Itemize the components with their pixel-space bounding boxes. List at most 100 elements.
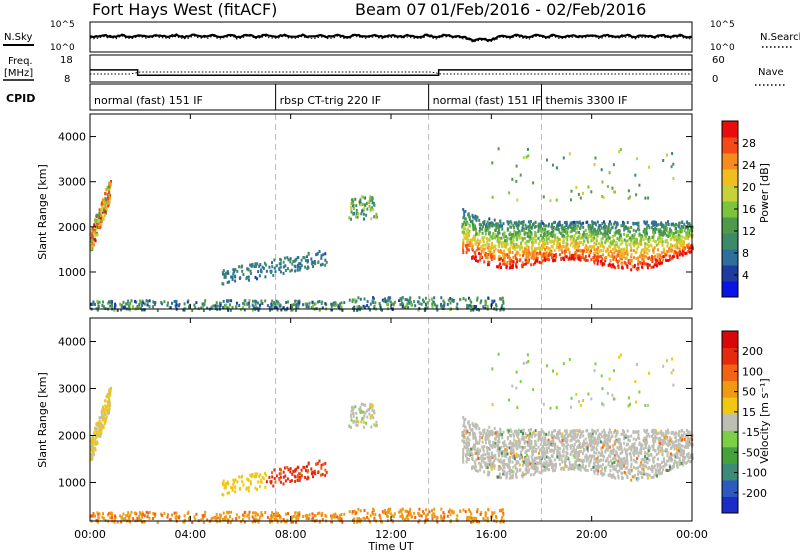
power-cell — [645, 226, 648, 230]
power-cell — [91, 244, 94, 248]
velocity-cell — [104, 413, 107, 417]
velocity-cell — [512, 441, 515, 445]
power-cell — [320, 302, 323, 306]
power-cell — [522, 220, 525, 224]
velocity-cell — [92, 452, 95, 456]
power-cell — [93, 232, 96, 236]
power-cell — [518, 236, 521, 240]
power-cell — [263, 261, 266, 265]
velocity-cell — [660, 461, 663, 464]
power-cell — [463, 236, 466, 240]
power-cell — [637, 259, 640, 263]
power-cell — [534, 256, 537, 260]
velocity-cell — [606, 448, 609, 452]
power-cell — [515, 164, 518, 168]
velocity-cell — [479, 462, 482, 466]
power-cell — [577, 235, 580, 239]
velocity-cell — [464, 425, 467, 429]
power-cell — [657, 258, 660, 262]
velocity-cell — [637, 429, 640, 433]
power-cell — [607, 222, 610, 226]
power-cell — [524, 231, 527, 235]
velocity-cell — [104, 399, 107, 403]
velocity-cell — [603, 455, 606, 459]
power-cell — [573, 220, 575, 224]
power-cell — [590, 190, 593, 194]
velocity-cell — [242, 483, 245, 487]
velocity-cell — [579, 435, 581, 439]
velocity-cell — [108, 392, 110, 396]
power-cell — [222, 269, 225, 273]
power-cell — [287, 258, 290, 262]
power-cell — [527, 248, 530, 252]
velocity-cell — [545, 450, 548, 454]
velocity-cell — [99, 434, 102, 438]
velocity-cell — [681, 429, 684, 433]
power-cell — [479, 240, 482, 244]
velocity-cell — [582, 442, 585, 446]
power-cell — [97, 304, 100, 308]
power-cell — [681, 229, 684, 233]
velocity-cell — [256, 472, 259, 476]
power-cell — [540, 220, 543, 223]
velocity-cell — [687, 459, 690, 463]
power-cell — [548, 235, 551, 238]
power-cell — [270, 271, 273, 274]
power-cell — [499, 297, 502, 301]
power-cell — [558, 248, 561, 252]
velocity-cell — [489, 460, 492, 464]
power-cell — [691, 234, 694, 238]
power-cell — [607, 235, 610, 239]
power-cell — [466, 227, 469, 231]
power-cell — [595, 237, 598, 241]
nave-series-line — [90, 71, 692, 75]
power-cell — [685, 220, 688, 224]
power-cell — [534, 254, 537, 258]
velocity-cell — [362, 420, 365, 424]
velocity-cell — [682, 459, 684, 462]
velocity-cell — [657, 438, 660, 442]
power-cell — [296, 263, 299, 267]
power-cell — [636, 247, 639, 251]
power-cell — [508, 254, 510, 258]
velocity-cell — [626, 474, 629, 478]
power-cell — [109, 304, 112, 308]
power-cell — [235, 301, 238, 305]
power-cell — [493, 299, 496, 303]
velocity-cell — [468, 452, 470, 456]
velocity-cell — [475, 449, 478, 453]
power-cell — [265, 269, 268, 273]
power-cell — [588, 254, 591, 258]
power-cell — [619, 252, 622, 256]
power-cell — [648, 226, 651, 230]
velocity-cell — [558, 458, 561, 462]
power-cell — [640, 248, 643, 252]
power-cell — [634, 173, 637, 177]
velocity-cell — [659, 465, 662, 469]
power-cell — [255, 300, 258, 304]
power-cell — [367, 200, 370, 204]
power-cell — [356, 308, 359, 312]
power-cell — [477, 242, 480, 246]
power-cell — [480, 254, 483, 258]
power-cell — [253, 265, 256, 269]
power-cell — [312, 261, 315, 265]
velocity-cell — [552, 438, 555, 442]
power-cell — [482, 250, 485, 254]
power-cell — [498, 241, 501, 245]
power-cell — [186, 300, 189, 304]
velocity-cell — [504, 448, 507, 451]
velocity-cell — [495, 435, 498, 439]
power-cell — [442, 299, 445, 303]
velocity-cell — [515, 462, 518, 466]
power-cell — [368, 308, 371, 312]
power-cell — [111, 304, 114, 308]
power-cell — [279, 262, 282, 266]
velocity-cell — [98, 430, 101, 434]
power-cell — [489, 255, 492, 259]
power-cell — [687, 249, 690, 253]
power-cell — [615, 254, 618, 258]
power-cell — [106, 197, 109, 201]
velocity-cell — [489, 465, 492, 469]
velocity-cell — [633, 449, 636, 453]
